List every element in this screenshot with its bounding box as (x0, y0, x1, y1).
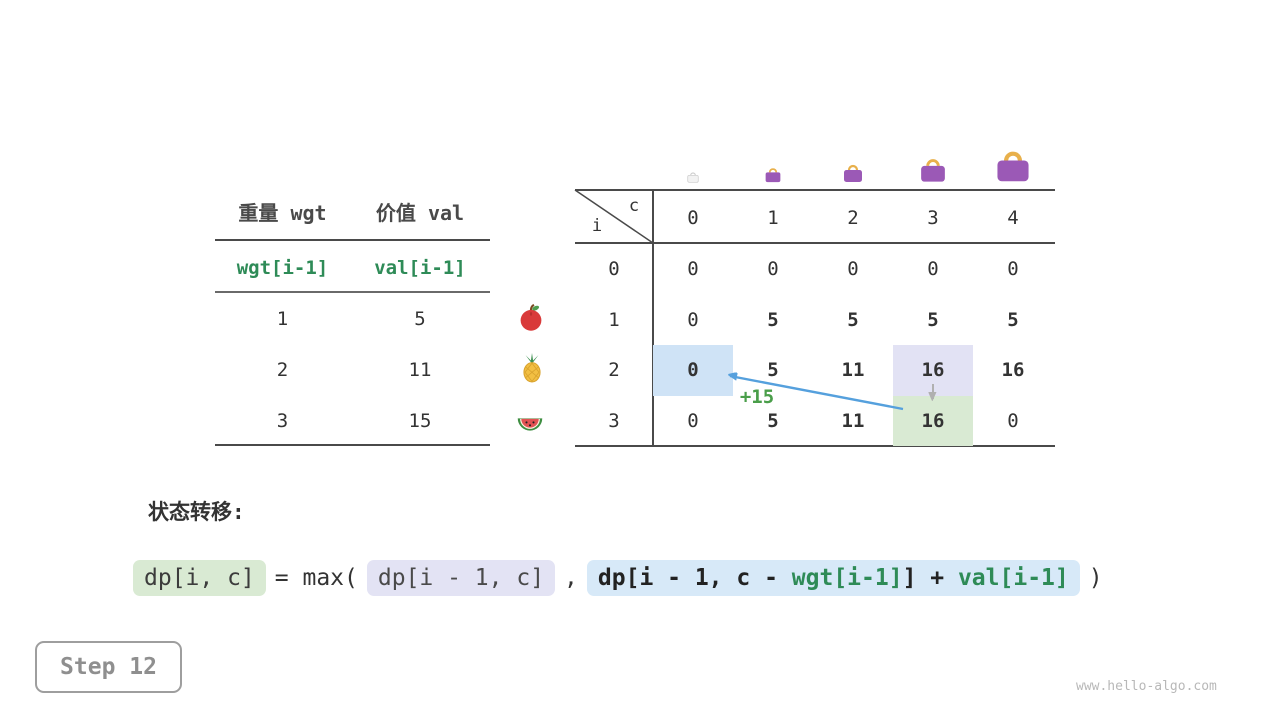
dp-cell: 11 (841, 409, 865, 432)
dp-col-label: 1 (767, 207, 779, 229)
formula-take-prefix: dp[i - 1, c - (597, 565, 792, 591)
dp-cell: 0 (687, 308, 699, 331)
wgt-cell: 3 (276, 410, 289, 432)
dp-col-label: 3 (927, 207, 939, 229)
arrow-value-label: +15 (739, 386, 775, 408)
dp-cell-prev-lavender: 16 (893, 345, 973, 396)
dp-table-vertical-divider (652, 189, 654, 447)
dp-table-bottom-border (575, 445, 1055, 447)
formula-option-keep: dp[i - 1, c] (366, 560, 556, 596)
weight-table-bottom-border (215, 444, 490, 446)
dp-cell-source-blue: 0 (653, 345, 733, 396)
dp-col-label: 0 (687, 207, 699, 229)
bag-empty-icon (687, 172, 699, 183)
transition-formula: dp[i, c] = max( dp[i - 1, c] , dp[i - 1,… (133, 560, 1103, 596)
val-formula-label: val[i-1] (374, 257, 466, 279)
weight-table-header-row: 重量 wgt 价值 val (215, 197, 490, 225)
weight-column-header: 重量 wgt (238, 201, 327, 225)
weight-table-row: 3 15 (215, 407, 490, 435)
formula-equals-max: = max( (274, 565, 358, 591)
corner-col-label: c (628, 196, 640, 216)
dp-cell: 5 (847, 308, 859, 331)
site-watermark: www.hello-algo.com (1076, 679, 1217, 694)
dp-col-label: 4 (1007, 207, 1019, 229)
dp-value-grid: 0 0 0 0 0 0 5 5 5 5 0 5 11 16 16 0 5 11 … (653, 244, 1053, 446)
wgt-formula-label: wgt[i-1] (236, 257, 329, 279)
transition-heading: 状态转移: (148, 500, 245, 524)
dp-col-label: 2 (847, 207, 859, 229)
weight-table-formula-row: wgt[i-1] val[i-1] (215, 254, 490, 282)
dp-cell: 0 (1007, 258, 1019, 281)
dp-cell: 5 (1007, 308, 1019, 331)
val-cell: 5 (414, 308, 426, 330)
wgt-cell: 2 (276, 359, 289, 381)
apple-icon (520, 303, 542, 331)
dp-cell: 16 (1001, 359, 1025, 382)
dp-row-headers: 0 1 2 3 (575, 244, 653, 446)
dp-cell-current-green: 16 (893, 395, 973, 446)
watermelon-icon (517, 418, 543, 431)
capacity-bags-row (653, 120, 1053, 183)
dp-cell: 5 (767, 359, 779, 382)
dp-row-label: 2 (608, 359, 620, 382)
formula-take-wgt: wgt[i-1] (791, 565, 903, 591)
wgt-cell: 1 (276, 308, 289, 330)
weight-table-row: 2 11 (215, 356, 490, 384)
pineapple-icon (523, 353, 541, 383)
dp-row-label: 3 (608, 409, 620, 432)
value-column-header: 价值 val (375, 201, 465, 225)
formula-close-paren: ) (1088, 565, 1103, 591)
dp-table-header-divider (575, 242, 1055, 244)
bag-large-icon (921, 159, 945, 182)
dp-cell: 0 (847, 258, 859, 281)
weight-table-header-divider (215, 239, 490, 241)
corner-row-label: i (591, 216, 603, 236)
formula-take-mid: ] + (902, 565, 958, 591)
dp-row-label: 1 (608, 308, 620, 331)
step-badge: Step 12 (35, 641, 182, 693)
formula-option-take: dp[i - 1, c - wgt[i-1]] + val[i-1] (586, 560, 1080, 596)
dp-row-label: 0 (608, 258, 620, 281)
dp-cell: 0 (687, 409, 699, 432)
dp-column-headers: 0 1 2 3 4 (653, 205, 1053, 231)
dp-table-top-border (575, 189, 1055, 191)
dp-cell: 0 (927, 258, 939, 281)
dp-cell-unfilled: 0 (1007, 409, 1019, 432)
bag-medium-icon (844, 164, 862, 182)
formula-take-val: val[i-1] (957, 565, 1069, 591)
weight-table-row: 1 5 (215, 305, 490, 333)
val-cell: 11 (408, 359, 432, 381)
dp-cell: 5 (767, 308, 779, 331)
formula-lhs: dp[i, c] (133, 560, 266, 596)
formula-comma: , (564, 565, 578, 591)
bag-small-icon (765, 168, 781, 183)
dp-cell: 5 (767, 409, 779, 432)
weight-table-divider (215, 291, 490, 293)
dp-cell: 0 (687, 258, 699, 281)
dp-cell: 11 (841, 359, 865, 382)
dp-cell: 0 (767, 258, 779, 281)
bag-xlarge-icon (997, 151, 1029, 182)
val-cell: 15 (408, 410, 432, 432)
dp-cell: 5 (927, 308, 939, 331)
